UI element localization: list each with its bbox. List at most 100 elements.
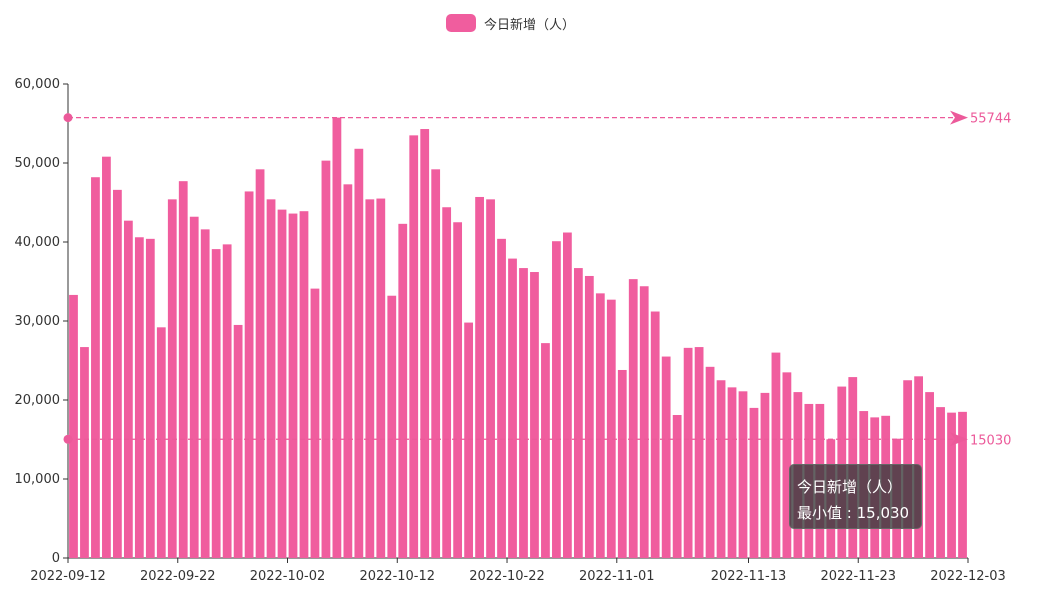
bar[interactable] xyxy=(617,369,627,558)
markline-start-dot xyxy=(63,113,73,123)
bar[interactable] xyxy=(639,286,649,558)
bar[interactable] xyxy=(420,129,430,558)
bar[interactable] xyxy=(694,347,704,558)
tooltip-label: 最小值 xyxy=(797,504,843,522)
bar[interactable] xyxy=(156,327,166,558)
bar[interactable] xyxy=(113,189,122,559)
markline-arrow xyxy=(950,432,968,447)
tooltip-row: 最小值 : 15,030 xyxy=(797,500,921,526)
bar[interactable] xyxy=(628,279,638,558)
bar[interactable] xyxy=(661,356,671,558)
bar[interactable] xyxy=(947,412,956,558)
bar[interactable] xyxy=(310,288,320,558)
bar[interactable] xyxy=(91,177,100,558)
bar[interactable] xyxy=(178,181,188,559)
bar[interactable] xyxy=(771,352,781,558)
bar[interactable] xyxy=(760,392,770,558)
bar[interactable] xyxy=(376,198,386,559)
bar[interactable] xyxy=(519,268,528,558)
bar[interactable] xyxy=(475,196,484,558)
bar[interactable] xyxy=(497,238,506,558)
markline-label: 55744 xyxy=(970,112,1011,127)
bar[interactable] xyxy=(69,294,78,558)
bar[interactable] xyxy=(541,343,550,558)
bar[interactable] xyxy=(606,299,616,558)
x-tick-label: 2022-11-13 xyxy=(711,569,787,584)
bar[interactable] xyxy=(486,199,495,558)
bar[interactable] xyxy=(650,311,660,558)
bars xyxy=(69,117,967,559)
bar[interactable] xyxy=(299,211,309,558)
bar[interactable] xyxy=(508,258,517,558)
bar[interactable] xyxy=(727,387,737,558)
bar[interactable] xyxy=(672,415,682,558)
x-tick-label: 2022-10-22 xyxy=(469,569,545,584)
legend[interactable]: 今日新增（人） xyxy=(446,12,575,34)
legend-label: 今日新增（人） xyxy=(484,17,576,33)
bar[interactable] xyxy=(102,156,111,558)
bar[interactable] xyxy=(530,272,539,558)
bar[interactable] xyxy=(936,407,945,558)
x-tick-label: 2022-11-01 xyxy=(579,569,655,584)
bar[interactable] xyxy=(266,199,276,558)
y-tick-label: 60,000 xyxy=(15,77,61,92)
bar[interactable] xyxy=(80,347,89,558)
bar[interactable] xyxy=(782,372,792,558)
y-tick-label: 40,000 xyxy=(15,235,61,250)
bar[interactable] xyxy=(563,232,572,558)
bar[interactable] xyxy=(683,347,693,558)
y-tick-label: 10,000 xyxy=(15,472,61,487)
y-tick-label: 20,000 xyxy=(15,393,61,408)
bar[interactable] xyxy=(705,366,715,558)
x-tick-label: 2022-12-03 xyxy=(930,569,1006,584)
tooltip-series: 今日新增（人） xyxy=(797,478,903,496)
bar[interactable] xyxy=(277,209,287,559)
bar[interactable] xyxy=(233,324,243,558)
bar[interactable] xyxy=(255,169,265,558)
bar[interactable] xyxy=(716,380,726,558)
bar[interactable] xyxy=(442,207,452,559)
x-tick-label: 2022-11-23 xyxy=(820,569,896,584)
bar[interactable] xyxy=(584,275,594,558)
bar[interactable] xyxy=(552,241,561,558)
bar[interactable] xyxy=(321,160,331,558)
bar[interactable] xyxy=(332,117,342,559)
markline-start-dot xyxy=(63,434,73,444)
markline-label: 15030 xyxy=(970,433,1011,448)
bar[interactable] xyxy=(595,293,605,558)
bar[interactable] xyxy=(464,322,473,558)
bar[interactable] xyxy=(387,295,397,558)
bar[interactable] xyxy=(409,135,419,558)
bar[interactable] xyxy=(145,238,155,558)
bar[interactable] xyxy=(431,169,441,558)
bar[interactable] xyxy=(167,199,177,558)
bar[interactable] xyxy=(354,148,364,558)
x-tick-label: 2022-09-12 xyxy=(30,569,106,584)
bar[interactable] xyxy=(398,223,408,558)
bar[interactable] xyxy=(123,220,133,559)
bar[interactable] xyxy=(365,199,375,558)
x-tick-label: 2022-09-22 xyxy=(140,569,216,584)
bar[interactable] xyxy=(211,249,221,559)
bar[interactable] xyxy=(453,222,463,558)
y-tick-label: 30,000 xyxy=(15,314,61,329)
bar[interactable] xyxy=(189,216,199,558)
tooltip-sep: : xyxy=(842,504,857,522)
bar[interactable] xyxy=(958,411,967,558)
bar[interactable] xyxy=(288,213,298,558)
bar[interactable] xyxy=(222,244,232,558)
bar[interactable] xyxy=(134,237,144,558)
y-axis: 0 10,000 20,000 30,000 40,000 50,000 60,000 xyxy=(15,77,69,566)
bar[interactable] xyxy=(244,191,254,558)
markline-arrow xyxy=(950,110,968,125)
bar[interactable] xyxy=(573,268,583,558)
bar[interactable] xyxy=(925,392,934,558)
bar[interactable] xyxy=(738,391,748,558)
x-tick-label: 2022-10-02 xyxy=(250,569,326,584)
tooltip: 今日新增（人） 最小值 : 15,030 xyxy=(789,464,922,529)
bar[interactable] xyxy=(749,407,759,558)
mark-lines: 55744 15030 xyxy=(63,110,1011,448)
bar[interactable] xyxy=(200,229,210,559)
bar[interactable] xyxy=(343,184,353,558)
